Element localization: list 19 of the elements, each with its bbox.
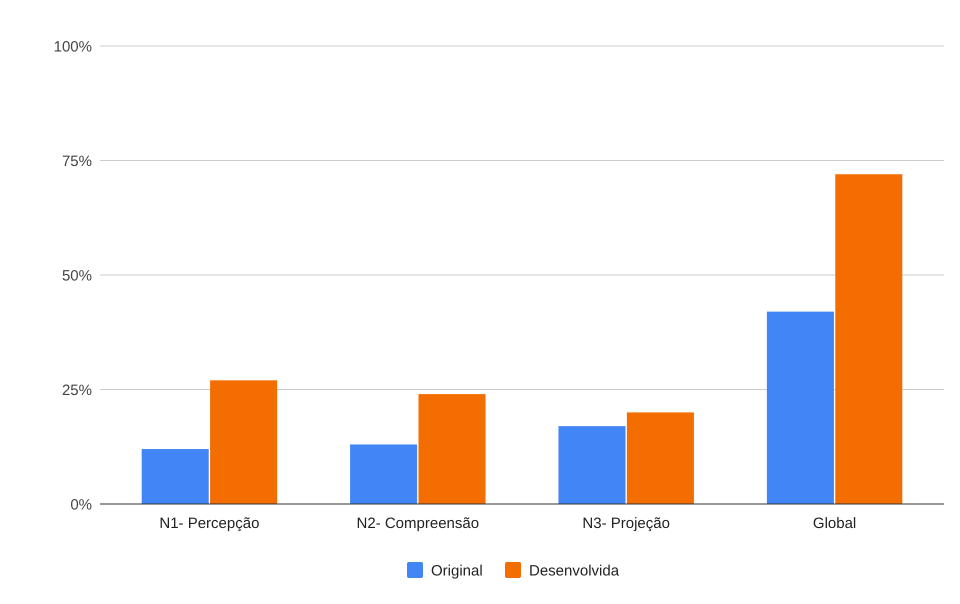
y-tick-label: 0% (70, 496, 92, 514)
bar (835, 174, 902, 504)
bar (766, 312, 834, 504)
legend-label: Original (431, 562, 483, 580)
bar (210, 380, 278, 504)
x-tick-label: Global (812, 515, 856, 532)
y-tick-label: 100% (54, 38, 92, 56)
bar (626, 412, 694, 504)
y-tick-label: 75% (62, 152, 92, 170)
x-tick-label: N3- Projeção (582, 515, 670, 532)
x-tick-label: N2- Compreensão (356, 515, 480, 532)
bar (558, 426, 626, 504)
x-tick-label: N1- Percepção (159, 515, 260, 532)
bar (418, 394, 486, 504)
bar (350, 444, 418, 504)
legend-label: Desenvolvida (529, 562, 620, 580)
y-tick-label: 50% (62, 267, 92, 284)
bar (142, 449, 209, 504)
y-tick-label: 25% (62, 382, 92, 399)
